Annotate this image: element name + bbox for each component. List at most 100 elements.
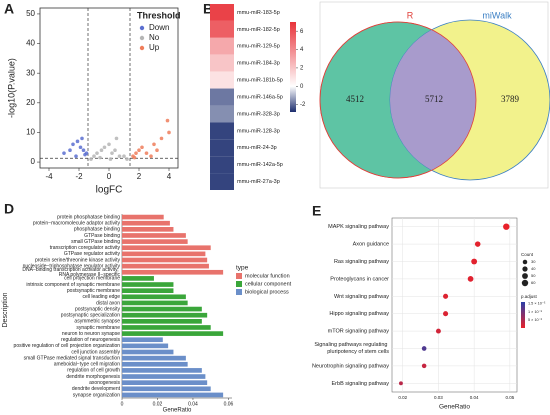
point [117, 154, 122, 158]
x-tick-label: 0.04 [188, 401, 198, 407]
point [134, 151, 138, 155]
y-tick-label: small GTPase binding [71, 239, 120, 245]
point [74, 154, 78, 158]
legend-swatch [236, 289, 242, 295]
y-tick-label: positive regulation of cell projection o… [14, 343, 121, 349]
y-tick-label: GTPase regulator activity [64, 251, 121, 257]
plot-frame [39, 7, 179, 169]
y-tick-label: axonogenesis [89, 380, 120, 386]
point [140, 145, 144, 150]
set-name: miWalk [482, 10, 512, 20]
x-tick-label: -2 [75, 172, 83, 181]
legend-title: p.adjust [521, 294, 538, 299]
point [152, 142, 156, 147]
y-tick-label: mTOR signaling pathway [328, 329, 390, 335]
y-tick-label: cell leading edge [82, 294, 120, 300]
bar [122, 263, 209, 269]
legend-title: Threshold [137, 10, 181, 20]
row-label: mmu-miR-181b-5p [237, 78, 283, 84]
y-tick-label: DNA−binding transcription activator acti… [22, 267, 120, 278]
y-tick-label: postsynaptic density [75, 306, 121, 312]
heatmap-cell [210, 20, 234, 38]
y-tick-label: regulation of neurogenesis [61, 337, 120, 343]
heatmap-cell [210, 105, 234, 123]
legend-swatch [236, 273, 242, 279]
bar [122, 251, 206, 257]
bar [122, 349, 174, 355]
x-tick-label: 2 [137, 172, 142, 181]
heatmap-cell [210, 54, 234, 72]
size-label: 60 [531, 280, 536, 285]
y-tick-label: phosphatase binding [74, 227, 120, 233]
legend-symbol [139, 25, 145, 31]
bar [122, 239, 188, 244]
point [92, 154, 96, 158]
bar [122, 331, 224, 336]
x-tick-label: 0.04 [470, 395, 479, 400]
heatmap-cell [210, 139, 234, 157]
colorbar-label: 6 [300, 29, 304, 35]
size-key [522, 266, 528, 272]
y-tick-label: Hippo signaling pathway [329, 311, 389, 317]
bar [122, 337, 163, 343]
legend-label: Up [149, 43, 160, 52]
bar [122, 343, 169, 349]
size-key [521, 279, 529, 287]
y-tick-label: Neurotrophin signaling pathway [312, 363, 389, 369]
bar [122, 220, 170, 226]
colorbar-label: 2 [300, 65, 304, 71]
y-tick-label: dendrite morphogenesis [66, 374, 120, 380]
point [137, 148, 141, 153]
panel-label: E [312, 203, 321, 219]
colorbar-label: 1 × 10⁻⁵ [528, 310, 543, 314]
heatmap-cell [210, 173, 234, 190]
y-tick-label: nucleoside−triphosphatase regulator acti… [23, 263, 121, 269]
bar [122, 355, 186, 361]
y-tick-label: synaptic membrane [76, 325, 120, 331]
bar [122, 319, 202, 324]
point [75, 139, 80, 144]
bar [122, 374, 206, 379]
x-tick-label: 0 [107, 172, 112, 181]
legend-label: No [149, 33, 160, 42]
colorbar [521, 302, 525, 328]
legend-symbol [139, 45, 145, 51]
x-tick-label: 0.06 [224, 401, 234, 407]
point [159, 136, 164, 141]
x-tick-label: -4 [45, 172, 53, 181]
overlap-region [390, 22, 476, 178]
x-axis-label: logFC [96, 185, 123, 196]
y-tick-label: 30 [26, 68, 35, 77]
panel-label: A [4, 1, 14, 17]
panel-label: B [203, 1, 213, 17]
point [110, 151, 114, 155]
point [83, 152, 87, 157]
x-tick-label: 0.05 [505, 395, 514, 400]
y-axis-label: -log10(P.value) [6, 58, 16, 118]
bar [122, 368, 202, 373]
legend-swatch [236, 281, 242, 287]
colorbar-label: 0 [300, 84, 304, 90]
point [68, 148, 72, 153]
legend-title: type [236, 265, 249, 272]
size-label: 30 [531, 259, 536, 264]
point [80, 136, 84, 141]
set-name: R [407, 10, 414, 20]
point [89, 157, 93, 161]
point [165, 118, 170, 123]
y-tick-label: 40 [26, 39, 35, 48]
bar [122, 294, 186, 300]
bar [122, 257, 208, 263]
bar [122, 300, 188, 306]
y-tick-label: Axon guidance [353, 242, 389, 248]
point [167, 130, 171, 135]
colorbar-label: 5 × 10⁻⁶ [528, 318, 543, 322]
x-tick-label: 0.02 [398, 395, 407, 400]
point [102, 145, 107, 150]
colorbar-label: -2 [300, 102, 306, 108]
legend-title: Count [521, 252, 534, 257]
size-key [522, 259, 528, 265]
heatmap-cell [210, 71, 234, 89]
point [98, 155, 102, 160]
